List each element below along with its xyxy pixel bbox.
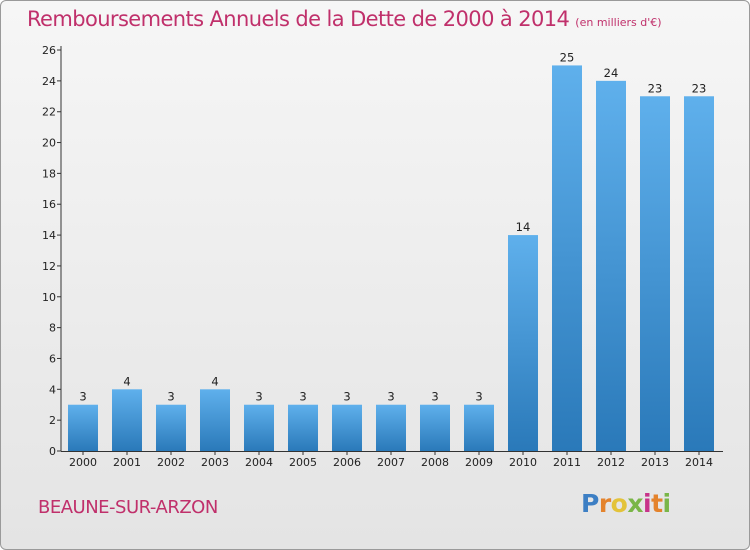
- y-tick-label: 22: [42, 106, 56, 119]
- bar: [508, 235, 538, 451]
- y-tick-label: 6: [49, 352, 56, 365]
- x-tick-label: 2008: [421, 456, 449, 469]
- bar: [420, 404, 450, 451]
- commune-name: BEAUNE-SUR-ARZON: [38, 497, 218, 518]
- bar: [68, 404, 98, 451]
- x-tick-label: 2010: [509, 456, 537, 469]
- bar-value-label: 14: [516, 220, 531, 234]
- bar-value-label: 25: [560, 50, 575, 64]
- bar: [464, 404, 494, 451]
- chart-title: Remboursements Annuels de la Dette de 20…: [27, 7, 662, 31]
- logo-letter: i: [643, 489, 652, 518]
- y-tick-label: 8: [49, 322, 56, 335]
- x-tick-label: 2004: [245, 456, 273, 469]
- x-tick-label: 2001: [113, 456, 141, 469]
- chart-unit: (en milliers d'€): [575, 16, 662, 29]
- bar-value-label: 3: [431, 390, 438, 404]
- logo-letter: t: [651, 489, 663, 518]
- chart-title-text: Remboursements Annuels de la Dette de 20…: [27, 7, 570, 31]
- x-tick-label: 2009: [465, 456, 493, 469]
- bar-series: 3 4 3 4 3 3 3 3 3 3 14 25 24 23 23: [68, 50, 714, 452]
- y-tick-label: 14: [42, 229, 56, 242]
- bar-value-label: 4: [123, 374, 130, 388]
- bar-value-label: 3: [387, 390, 394, 404]
- y-tick-label: 12: [42, 260, 56, 273]
- x-tick-label: 2012: [597, 456, 625, 469]
- y-tick-label: 24: [42, 75, 56, 88]
- x-tick-label: 2013: [641, 456, 669, 469]
- bar: [640, 96, 670, 452]
- x-tick-label: 2005: [289, 456, 317, 469]
- bar: [376, 404, 406, 451]
- logo-letter: r: [598, 489, 611, 518]
- y-tick-label: 2: [49, 414, 56, 427]
- x-tick-label: 2014: [685, 456, 713, 469]
- y-tick-label: 18: [42, 167, 56, 180]
- bar-value-label: 24: [604, 66, 619, 80]
- bar: [112, 389, 142, 451]
- logo-letter: o: [610, 489, 628, 518]
- bar-value-label: 3: [475, 390, 482, 404]
- x-tick-label: 2003: [201, 456, 229, 469]
- logo-letter: i: [662, 489, 672, 518]
- x-tick-label: 2000: [69, 456, 97, 469]
- bar: [156, 404, 186, 451]
- y-tick-label: 26: [42, 44, 56, 57]
- y-tick-label: 4: [49, 383, 56, 396]
- bar: [244, 404, 274, 451]
- x-tick-label: 2002: [157, 456, 185, 469]
- logo-letter: x: [627, 489, 643, 518]
- y-tick-label: 10: [42, 291, 56, 304]
- x-tick-label: 2011: [553, 456, 581, 469]
- x-tick-label: 2006: [333, 456, 361, 469]
- y-tick-label: 0: [49, 445, 56, 458]
- bar-value-label: 3: [299, 390, 306, 404]
- bar: [332, 404, 362, 451]
- bar-value-label: 3: [343, 390, 350, 404]
- bar: [200, 389, 230, 451]
- bar: [684, 96, 714, 452]
- bar-value-label: 3: [167, 390, 174, 404]
- bar: [596, 80, 626, 451]
- proxiti-logo: Proxiti: [581, 489, 671, 518]
- bar-value-label: 3: [255, 390, 262, 404]
- bar-value-label: 4: [211, 374, 218, 388]
- y-tick-label: 16: [42, 198, 56, 211]
- bar-value-label: 23: [692, 81, 707, 95]
- logo-letter: P: [581, 489, 599, 518]
- bar: [288, 404, 318, 451]
- x-tick-label: 2007: [377, 456, 405, 469]
- bar: [552, 65, 582, 451]
- y-tick-label: 20: [42, 137, 56, 150]
- bar-value-label: 23: [648, 81, 663, 95]
- bar-value-label: 3: [79, 390, 86, 404]
